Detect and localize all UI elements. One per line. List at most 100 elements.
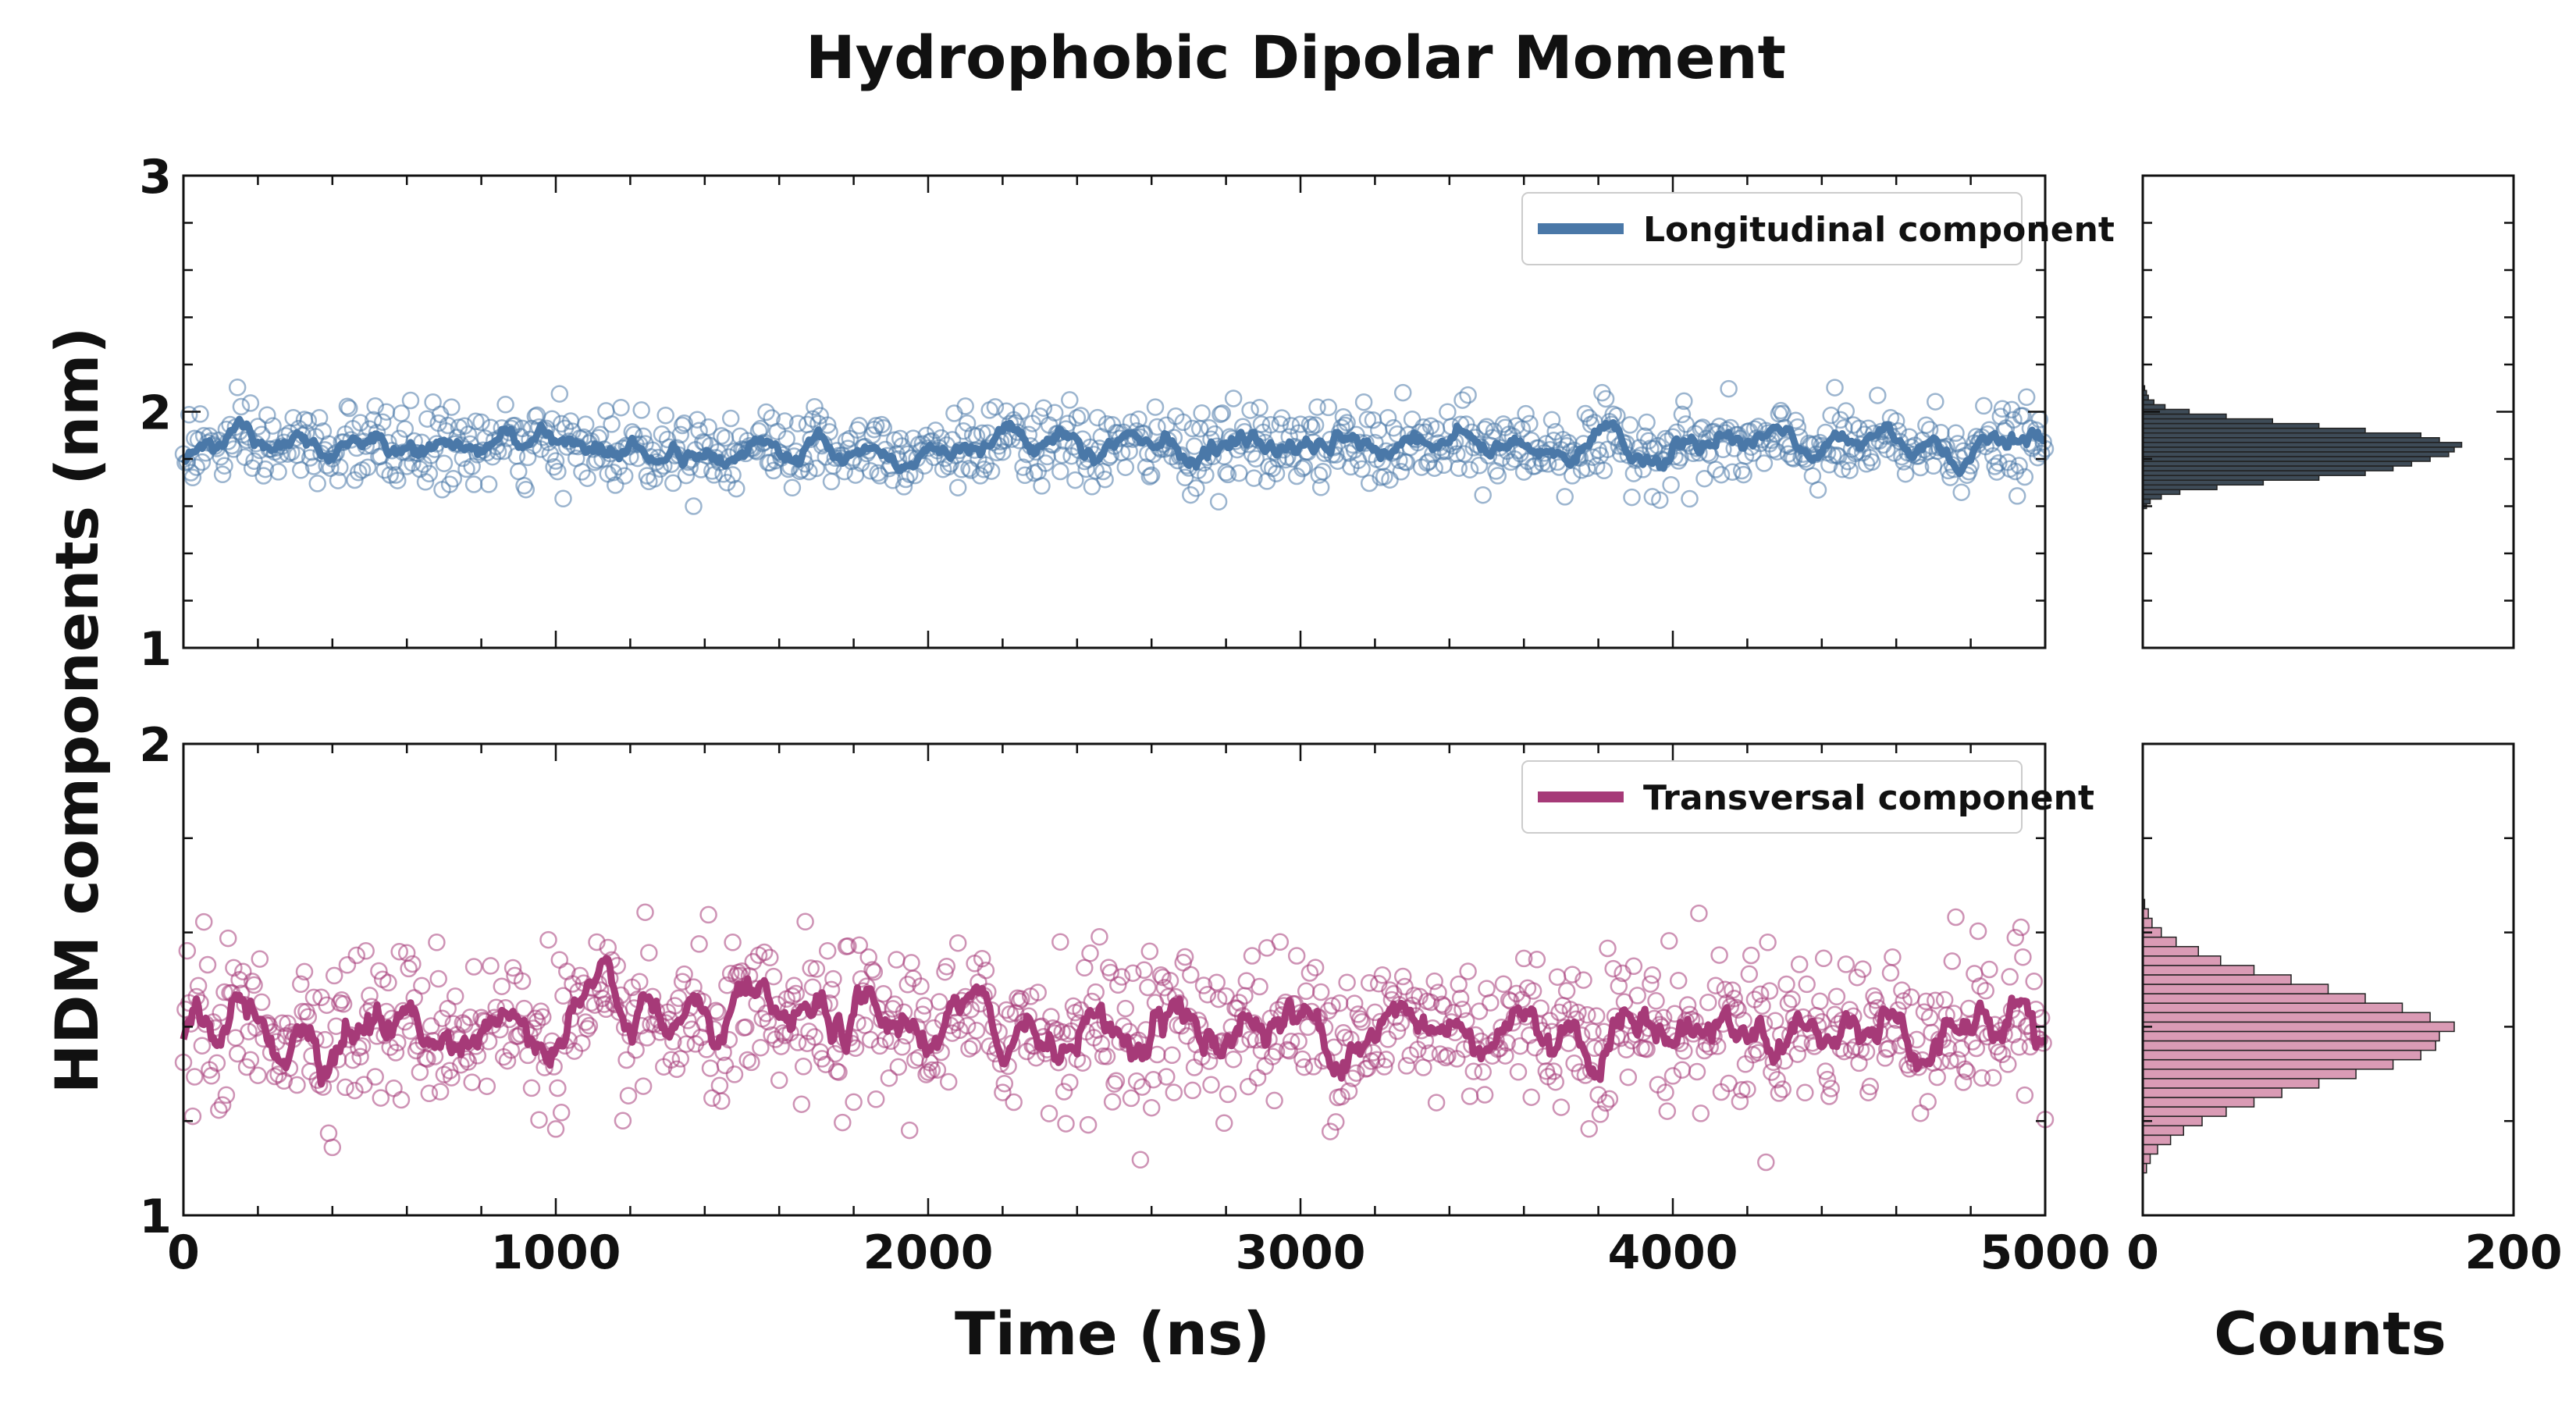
longitudinal-data-point [1066, 471, 1084, 489]
longitudinal-data-point [1336, 416, 1354, 435]
longitudinal-hist-bar [2142, 418, 2273, 425]
longitudinal-data-point [1140, 468, 1159, 486]
longitudinal-data-point [365, 411, 382, 429]
longitudinal-data-point [866, 417, 885, 435]
transversal-data-point [1182, 966, 1200, 984]
transversal-panel: 1 2 0 1000 2000 3000 4000 5000 Transversal compo… [139, 718, 2110, 1280]
transversal-data-point [845, 1093, 863, 1112]
longitudinal-data-point [1651, 491, 1669, 509]
transversal-xtick-label: 5000 [1980, 1225, 2111, 1280]
transversal-data-point [1295, 1058, 1314, 1076]
longitudinal-data-point [1439, 403, 1457, 421]
longitudinal-data-point [1675, 392, 1693, 411]
transversal-data-point [433, 1009, 451, 1027]
longitudinal-data-point [1621, 416, 1639, 434]
transversal-data-point [1774, 1080, 1791, 1098]
longitudinal-data-point [1358, 411, 1377, 429]
transversal-data-point [1884, 948, 1902, 966]
longitudinal-data-point [1662, 475, 1680, 494]
transversal-data-point [249, 1066, 267, 1084]
longitudinal-data-point [2017, 388, 2036, 407]
transversal-data-point [1816, 1062, 1834, 1080]
longitudinal-data-point [1712, 465, 1731, 484]
transversal-data-point [850, 936, 869, 955]
longitudinal-data-point [1578, 459, 1596, 478]
transversal-data-point [1811, 992, 1829, 1011]
longitudinal-data-point [1900, 428, 1919, 446]
longitudinal-data-point [656, 406, 674, 425]
longitudinal-data-point [1975, 397, 1993, 415]
transversal-data-point [431, 1083, 450, 1101]
transversal-data-point [870, 1037, 889, 1055]
transversal-data-point [189, 976, 208, 995]
longitudinal-data-point [183, 468, 202, 487]
longitudinal-data-point [180, 406, 198, 424]
longitudinal-data-point [213, 465, 232, 484]
transversal-data-point [675, 965, 693, 984]
transversal-data-point [1509, 1063, 1528, 1081]
transversal-data-point [299, 1008, 318, 1026]
longitudinal-data-point [1506, 450, 1524, 468]
transversal-data-point [1740, 965, 1759, 984]
longitudinal-data-point [1200, 418, 1219, 437]
longitudinal-data-point [1051, 462, 1069, 481]
longitudinal-data-point [191, 405, 209, 423]
longitudinal-data-point [435, 454, 454, 472]
transversal-data-point [292, 975, 310, 994]
longitudinal-ytick-label: 1 [139, 622, 172, 677]
transversal-data-point [889, 1058, 908, 1076]
longitudinal-hist-bar [2142, 413, 2227, 420]
longitudinal-data-point [1453, 391, 1471, 409]
transversal-data-point [1161, 972, 1179, 990]
longitudinal-ytick-label: 3 [139, 150, 172, 205]
transversal-data-point [1915, 1003, 1934, 1021]
transversal-data-point [1798, 975, 1816, 994]
longitudinal-data-point [459, 425, 478, 443]
transversal-data-point [1439, 1047, 1457, 1065]
transversal-data-point [1706, 976, 1725, 994]
transversal-data-point [1029, 984, 1047, 1001]
longitudinal-data-point [510, 462, 528, 481]
transversal-data-point [960, 1040, 978, 1058]
longitudinal-data-point [467, 412, 485, 431]
longitudinal-data-point [607, 476, 624, 494]
transversal-data-point [1340, 1082, 1358, 1101]
longitudinal-data-point [1474, 486, 1492, 504]
transversal-xtick-label: 2000 [863, 1225, 994, 1280]
transversal-data-point [1327, 1113, 1345, 1131]
transversal-data-point [1600, 1090, 1619, 1108]
transversal-data-point [1643, 966, 1662, 984]
longitudinal-data-point [331, 458, 349, 476]
longitudinal-data-point [861, 462, 880, 480]
longitudinal-data-point [1576, 404, 1595, 423]
transversal-hist-bar [2142, 993, 2366, 1004]
transversal-data-point [1091, 927, 1108, 946]
longitudinal-data-point [329, 471, 347, 489]
transversal-hist-bar [2142, 1058, 2394, 1070]
transversal-data-point [1427, 1094, 1446, 1112]
transversal-data-point [208, 1054, 226, 1072]
transversal-data-point [670, 989, 688, 1008]
transversal-data-point [772, 1037, 790, 1055]
transversal-data-point [2016, 1086, 2034, 1104]
longitudinal-data-point [479, 475, 498, 493]
longitudinal-data-point [2008, 487, 2026, 505]
transversal-data-point [1642, 975, 1660, 993]
longitudinal-data-point [1952, 483, 1970, 501]
transversal-frame [182, 742, 2047, 1217]
transversal-data-point [1548, 968, 1567, 986]
longitudinal-data-point [1338, 414, 1356, 432]
longitudinal-legend-label: Longitudinal component [1643, 210, 2115, 250]
transversal-data-point [1271, 933, 1290, 951]
longitudinal-data-point [1461, 461, 1479, 478]
longitudinal-data-point [1187, 479, 1205, 497]
transversal-data-point [1185, 1058, 1204, 1076]
transversal-data-point [1087, 983, 1105, 1001]
longitudinal-data-point [1300, 415, 1319, 434]
transversal-data-point [1311, 983, 1330, 1001]
transversal-hist-bar [2142, 1040, 2436, 1051]
longitudinal-data-point [1393, 383, 1412, 402]
transversal-hist-bar [2142, 1069, 2357, 1080]
transversal-data-point [1287, 947, 1306, 965]
longitudinal-data-point [1841, 461, 1859, 479]
